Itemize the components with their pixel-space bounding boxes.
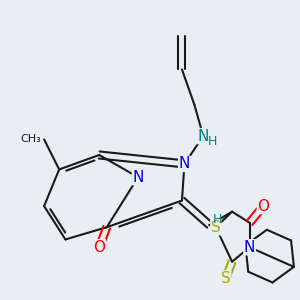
Text: N: N: [198, 129, 209, 144]
Text: CH₃: CH₃: [20, 134, 41, 144]
Text: H: H: [213, 213, 222, 226]
Text: N: N: [244, 240, 255, 255]
Text: S: S: [211, 220, 221, 235]
Text: H: H: [208, 135, 218, 148]
Text: O: O: [93, 240, 105, 255]
Text: O: O: [257, 199, 269, 214]
Text: N: N: [132, 170, 144, 185]
Text: N: N: [179, 156, 190, 171]
Text: S: S: [221, 271, 231, 286]
